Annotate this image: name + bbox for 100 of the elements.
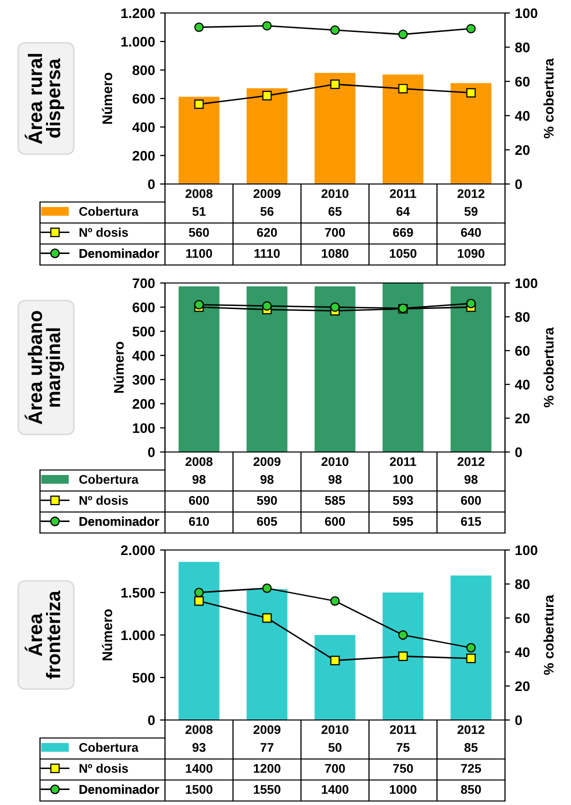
legend-label: Nº dosis <box>80 496 128 505</box>
y-tick-label: 400 <box>132 350 155 361</box>
data-label: 585 <box>324 496 346 505</box>
data-label: 595 <box>392 517 414 526</box>
y-tick-label: 100 <box>132 423 155 434</box>
y-axis-title: Número <box>113 342 124 393</box>
text: Área fronteriza <box>24 590 60 679</box>
y2-tick-label: 100 <box>516 8 538 18</box>
y-axis-title: Número <box>102 72 112 124</box>
y-tick-label: 500 <box>132 672 155 683</box>
y2-tick-label: 60 <box>515 613 530 624</box>
y-tick-label: 200 <box>132 399 155 409</box>
data-label: 1050 <box>390 249 416 258</box>
x-tick-label: 2011 <box>390 189 416 198</box>
y-tick-label: 0 <box>148 715 155 726</box>
data-label: 600 <box>189 496 209 505</box>
data-label: 750 <box>393 764 413 773</box>
y-tick-label: 600 <box>132 94 155 104</box>
data-label: 1200 <box>254 764 280 773</box>
y-tick-label: 800 <box>132 65 155 76</box>
legend-label: Cobertura <box>79 474 139 484</box>
y-tick-label: 300 <box>132 374 155 385</box>
y-tick-label: 600 <box>132 302 155 312</box>
y-tick-label: 1.200 <box>121 8 155 18</box>
x-tick-label: 2008 <box>186 189 213 198</box>
data-label: 560 <box>188 228 209 237</box>
data-label: 725 <box>461 764 482 773</box>
legend-label: Cobertura <box>79 206 139 216</box>
x-tick-label: 2012 <box>458 457 484 466</box>
y2-tick-label: 80 <box>515 312 530 322</box>
data-label: 56 <box>260 207 274 216</box>
data-label: 64 <box>396 207 410 216</box>
y-tick-label: 400 <box>132 122 155 132</box>
data-label: 700 <box>325 764 345 773</box>
x-tick-label: 2010 <box>322 457 348 466</box>
data-label: 85 <box>464 743 478 752</box>
y2-tick-label: 100 <box>516 278 538 288</box>
y2-tick-label: 80 <box>515 579 530 590</box>
y-tick-label: 200 <box>132 150 155 161</box>
legend-label: Cobertura <box>79 742 139 752</box>
y2-tick-label: 40 <box>514 110 530 121</box>
data-label: 593 <box>392 496 413 505</box>
data-label: 1550 <box>254 785 280 794</box>
data-label: 77 <box>260 743 274 752</box>
data-label: 610 <box>189 517 209 526</box>
data-label: 59 <box>464 207 478 216</box>
y-tick-label: 0 <box>148 179 155 190</box>
y-tick-label: 0 <box>148 447 155 458</box>
data-label: 850 <box>460 785 481 794</box>
y-tick-label: 1.000 <box>121 36 155 47</box>
data-label: 98 <box>464 475 478 484</box>
data-label: 1080 <box>322 249 348 258</box>
data-label: 98 <box>260 475 274 484</box>
y-tick-label: 500 <box>132 326 155 336</box>
data-label: 98 <box>192 475 206 484</box>
y2-tick-label: 20 <box>515 145 530 155</box>
x-tick-label: 2008 <box>186 457 213 466</box>
x-tick-label: 2010 <box>322 725 348 734</box>
x-tick-label: 2011 <box>390 457 416 466</box>
y2-tick-label: 40 <box>514 647 530 658</box>
legend-label: Nº dosis <box>80 764 128 773</box>
data-label: 1400 <box>186 764 212 773</box>
x-tick-label: 2009 <box>254 457 280 466</box>
legend-label: Denominador <box>80 516 160 526</box>
x-tick-label: 2009 <box>254 189 280 198</box>
x-tick-label: 2012 <box>458 725 484 734</box>
y2-tick-label: 80 <box>515 42 530 52</box>
y-tick-label: 1.500 <box>121 588 155 598</box>
y2-tick-label: 100 <box>516 545 538 556</box>
data-label: 620 <box>257 228 277 237</box>
y2-tick-label: 60 <box>515 76 530 87</box>
y-tick-label: 700 <box>132 278 155 288</box>
data-label: 600 <box>461 496 481 505</box>
data-label: 1000 <box>390 785 416 794</box>
y2-axis-title: % cobertura <box>543 327 554 408</box>
x-tick-label: 2008 <box>186 725 213 734</box>
x-tick-label: 2009 <box>254 725 280 734</box>
data-label: 75 <box>396 743 410 752</box>
data-label: 93 <box>192 743 206 752</box>
data-label: 590 <box>256 496 277 505</box>
data-label: 1110 <box>254 249 280 258</box>
data-label: 98 <box>328 475 342 484</box>
text: Área rural dispersa <box>24 54 64 144</box>
data-label: 700 <box>325 228 345 237</box>
y2-tick-label: 0 <box>515 179 522 190</box>
data-label: 50 <box>328 743 342 752</box>
y2-tick-label: 20 <box>515 681 530 692</box>
data-label: 1400 <box>322 785 348 794</box>
data-label: 65 <box>328 207 342 216</box>
data-label: 640 <box>461 228 481 237</box>
x-tick-label: 2012 <box>458 189 484 198</box>
y-axis-title: Número <box>102 609 112 660</box>
data-label: 51 <box>192 207 206 216</box>
data-label: 1090 <box>458 249 484 258</box>
y2-tick-label: 0 <box>515 715 522 726</box>
data-label: 100 <box>393 475 413 484</box>
data-label: 600 <box>325 517 345 526</box>
y2-tick-label: 40 <box>514 380 530 390</box>
y2-tick-label: 0 <box>515 447 522 458</box>
data-label: 1500 <box>186 785 212 794</box>
